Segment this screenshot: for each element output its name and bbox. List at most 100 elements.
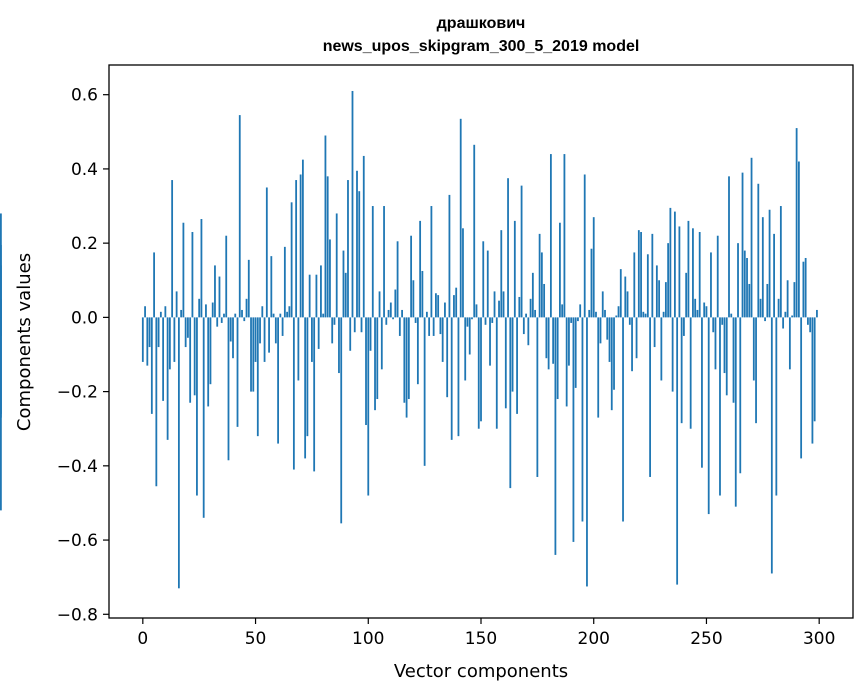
- bar-279: [770, 317, 773, 574]
- bar-88: [340, 317, 343, 524]
- bar-103: [374, 317, 376, 411]
- bar-70: [299, 174, 302, 318]
- bar-271: [752, 317, 755, 381]
- y-tick-label: 0.6: [71, 86, 98, 106]
- bar-185: [559, 222, 561, 318]
- bar-240: [683, 317, 685, 336]
- bar-97: [360, 317, 363, 333]
- bar-162: [507, 178, 509, 318]
- bar-206: [606, 317, 609, 340]
- bar-136: [448, 194, 451, 318]
- x-tick-label: 50: [245, 629, 267, 649]
- bar-49: [252, 317, 255, 392]
- bar-128: [430, 206, 433, 318]
- bar-287: [788, 317, 791, 370]
- bar-228: [655, 265, 658, 318]
- y-tick-label: −0.8: [57, 605, 98, 625]
- bar-46: [245, 298, 248, 318]
- y-tick-label: −0.6: [57, 531, 98, 551]
- bar-167: [518, 296, 521, 318]
- bar-289: [793, 282, 796, 318]
- bar-86: [335, 213, 338, 318]
- bar-192: [574, 317, 577, 388]
- bar-78: [317, 317, 320, 349]
- bar-181: [549, 154, 552, 318]
- bar-189: [568, 317, 570, 366]
- bar-274: [759, 298, 762, 318]
- bar-67: [292, 317, 295, 470]
- bar-187: [563, 154, 566, 318]
- bar-34: [218, 276, 221, 318]
- bar-27: [202, 317, 205, 518]
- bar-263: [734, 317, 737, 507]
- bar-62: [281, 317, 284, 336]
- bar-57: [270, 256, 273, 318]
- bar-21: [189, 317, 192, 403]
- bar-5: [153, 252, 155, 318]
- bar-277: [766, 283, 769, 318]
- bar-93: [351, 90, 354, 318]
- bar-119: [410, 235, 413, 318]
- bar-246: [696, 309, 699, 318]
- bar-252: [710, 252, 712, 318]
- bar-177: [540, 252, 543, 318]
- bar-31: [211, 302, 214, 318]
- bar-139: [455, 287, 458, 318]
- bar-64: [286, 311, 289, 318]
- bar-201: [595, 311, 597, 318]
- bar-129: [432, 317, 435, 336]
- bar-190: [570, 317, 573, 323]
- bar-270: [750, 157, 753, 318]
- x-tick-label: 300: [803, 629, 835, 649]
- bar-248: [701, 317, 703, 468]
- bar-214: [624, 276, 627, 318]
- y-tick-label: −0.2: [57, 383, 98, 403]
- bar-32: [214, 265, 216, 318]
- bar-159: [500, 230, 503, 318]
- bar-55: [265, 187, 268, 318]
- bar-272: [755, 317, 757, 424]
- bar-96: [358, 191, 361, 318]
- bar-72: [304, 317, 307, 459]
- bar-89: [342, 250, 345, 318]
- bar-26: [200, 219, 203, 318]
- bar-92: [349, 317, 352, 351]
- bar-94: [353, 317, 356, 333]
- bar-196: [583, 174, 586, 318]
- bar-242: [687, 220, 690, 318]
- bar-286: [786, 280, 789, 318]
- bar-208: [610, 317, 613, 411]
- bar-120: [412, 280, 415, 318]
- bar-115: [401, 309, 403, 318]
- bar-9: [162, 317, 165, 401]
- bar-212: [619, 269, 622, 318]
- bar-8: [159, 311, 162, 318]
- y-tick-label: 0.0: [71, 308, 98, 328]
- bar-205: [604, 309, 606, 318]
- bar-233: [667, 243, 670, 318]
- bar-121: [414, 317, 417, 323]
- bar-299: [816, 309, 818, 318]
- bar-47: [247, 259, 250, 318]
- bar-157: [495, 317, 498, 429]
- bar-207: [608, 317, 611, 362]
- bar-22: [191, 232, 194, 318]
- bar-146: [471, 317, 473, 320]
- bar-154: [489, 317, 491, 366]
- bar-111: [392, 317, 394, 320]
- bar-147: [473, 144, 476, 318]
- bar-137: [450, 317, 453, 440]
- bar-41: [234, 313, 237, 318]
- bar-99: [365, 317, 367, 426]
- bar-278: [768, 209, 771, 318]
- bar-6: [155, 317, 158, 487]
- bar-110: [389, 302, 392, 318]
- y-axis-ticks: −0.8 −0.6 −0.4 −0.2 0.0 0.2 0.4 0.6: [57, 86, 109, 625]
- bar-285: [784, 311, 787, 318]
- bar-65: [288, 306, 291, 318]
- bar-232: [664, 282, 667, 318]
- bar-140: [457, 317, 460, 437]
- bar-261: [730, 313, 733, 318]
- bar-176: [538, 233, 541, 318]
